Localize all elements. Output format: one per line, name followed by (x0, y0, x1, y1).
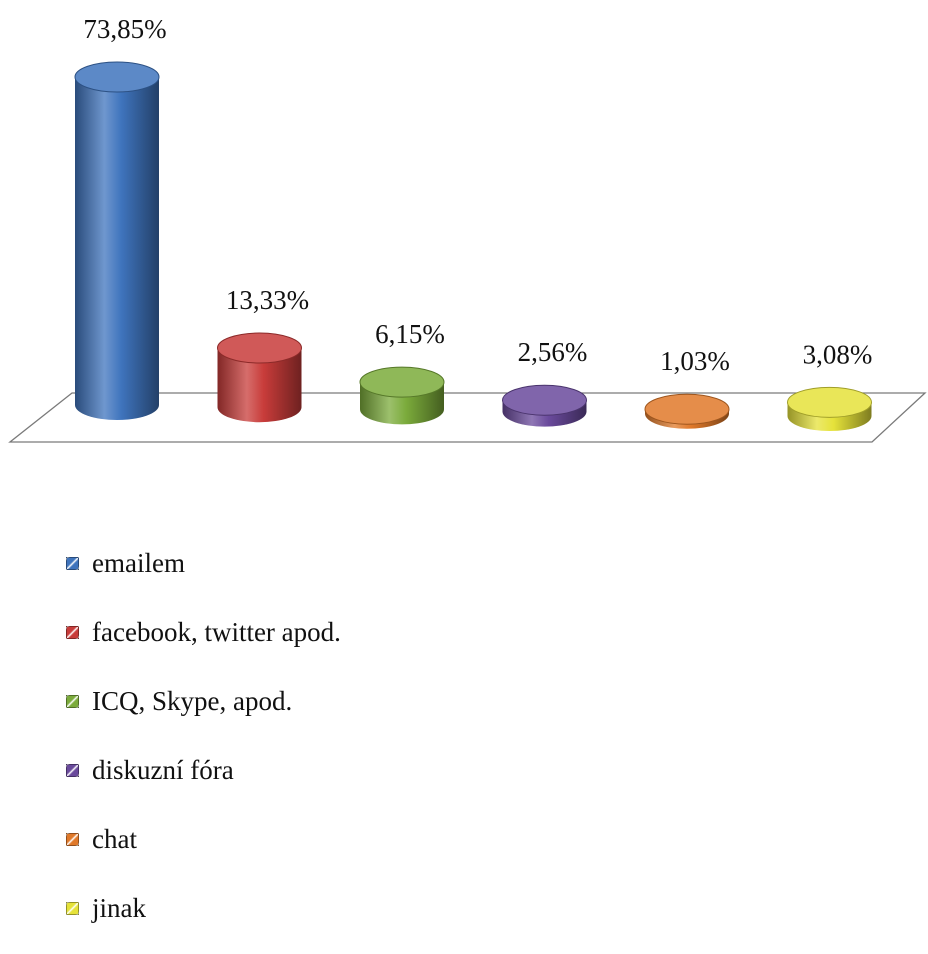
data-label: 1,03% (660, 346, 730, 376)
legend-label: chat (92, 823, 137, 854)
legend-item-messenger: ICQ, Skype, apod. (66, 678, 341, 724)
legend-item-social: facebook, twitter apod. (66, 609, 341, 655)
data-labels: 73,85% 13,33% 6,15% 2,56% 1,03% 3,08% (83, 14, 872, 376)
legend-swatch (66, 556, 79, 570)
legend-swatch (66, 901, 79, 915)
data-label: 13,33% (226, 285, 309, 315)
legend-label: jinak (92, 892, 146, 923)
legend-item-other: jinak (66, 885, 341, 931)
legend: emailem facebook, twitter apod. ICQ, Sky… (66, 540, 341, 954)
bar-top (74, 61, 160, 93)
bar-chart: 73,85% 13,33% 6,15% 2,56% 1,03% 3,08% (8, 14, 927, 443)
legend-label: ICQ, Skype, apod. (92, 685, 293, 716)
legend-swatch (66, 832, 79, 846)
legend-label: emailem (92, 547, 185, 578)
bar-top (502, 384, 587, 416)
legend-item-emailem: emailem (66, 540, 341, 586)
bar-facebook-twitter-apod (217, 332, 302, 423)
bar-body (217, 347, 302, 423)
bar-top (217, 332, 302, 364)
data-label: 6,15% (375, 319, 445, 349)
legend-item-forum: diskuzní fóra (66, 747, 341, 793)
legend-label: diskuzní fóra (92, 754, 234, 785)
bar-top (787, 386, 872, 418)
bar-jinak (787, 386, 872, 432)
data-label: 73,85% (83, 14, 166, 44)
legend-label: facebook, twitter apod. (92, 616, 341, 647)
data-label: 3,08% (803, 339, 873, 369)
bar-series (74, 61, 872, 432)
bar-top (359, 366, 445, 398)
legend-swatch (66, 694, 79, 708)
bar-body (75, 77, 159, 420)
bar-icq-skype-apod (359, 366, 445, 425)
legend-item-chat: chat (66, 816, 341, 862)
data-label: 2,56% (518, 337, 588, 367)
bar-diskuzn-f-ra (502, 384, 587, 427)
bar-emailem (74, 61, 160, 420)
legend-swatch (66, 763, 79, 777)
legend-swatch (66, 625, 79, 639)
bar-chat (644, 393, 730, 429)
bar-top (644, 393, 730, 425)
